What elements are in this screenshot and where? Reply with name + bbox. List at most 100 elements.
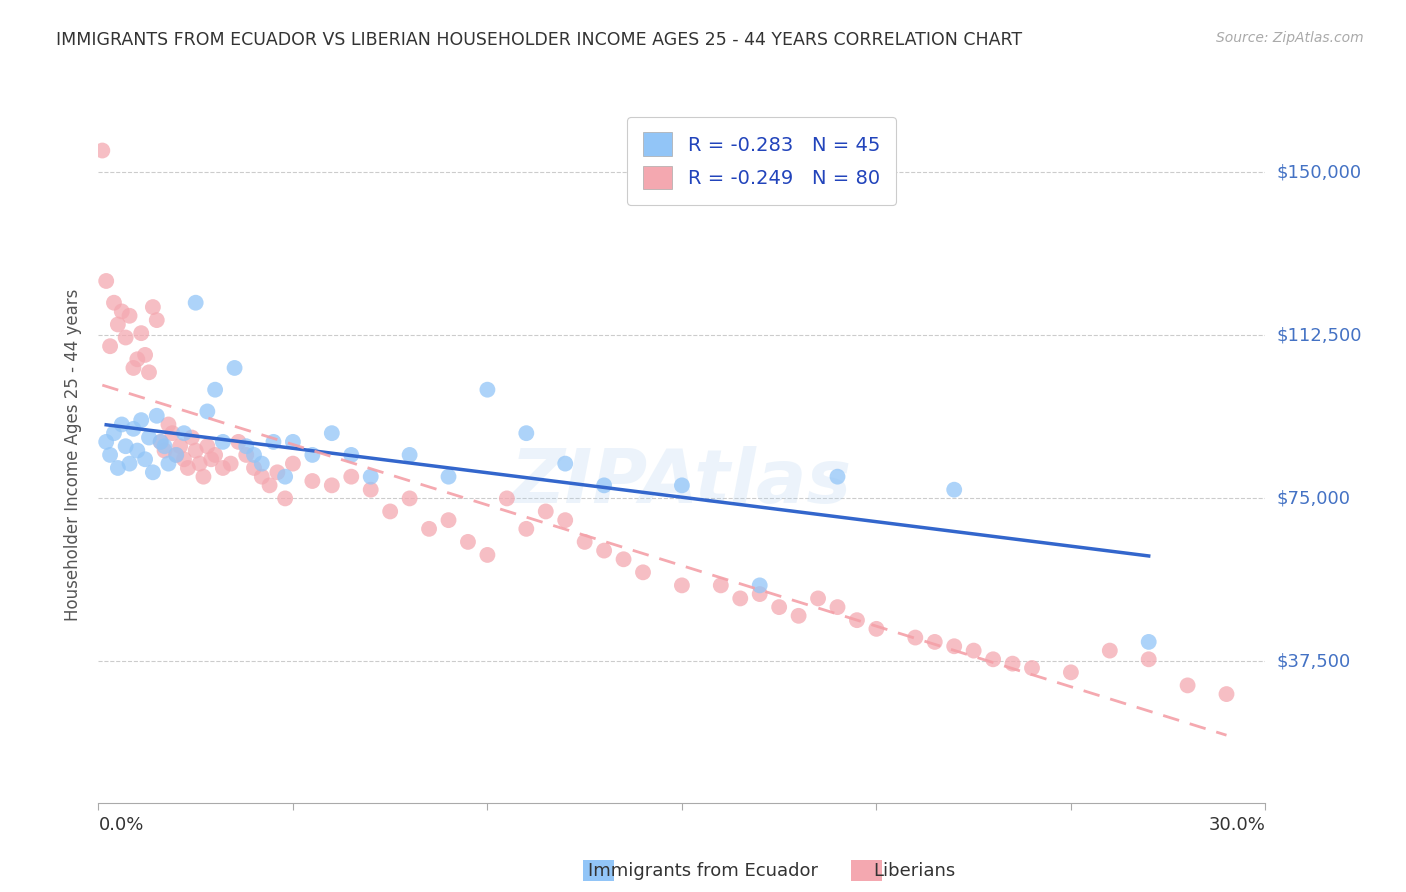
Point	[212, 461, 235, 475]
Point	[142, 466, 165, 480]
Point	[235, 439, 257, 453]
Point	[122, 361, 145, 376]
Point	[142, 300, 165, 314]
Point	[1001, 657, 1024, 671]
Point	[321, 426, 343, 441]
Point	[134, 348, 156, 362]
Point	[671, 478, 693, 492]
Point	[748, 578, 770, 592]
Point	[943, 639, 966, 653]
Point	[360, 483, 382, 497]
Point	[184, 295, 207, 310]
Point	[146, 409, 169, 423]
Point	[554, 457, 576, 471]
Point	[398, 448, 420, 462]
Point	[515, 426, 537, 441]
Text: $37,500: $37,500	[1277, 652, 1351, 671]
Point	[114, 330, 136, 344]
Point	[134, 452, 156, 467]
Point	[274, 469, 297, 483]
Point	[107, 461, 129, 475]
Point	[173, 426, 195, 441]
Point	[243, 448, 266, 462]
Point	[138, 365, 160, 379]
Point	[554, 513, 576, 527]
Point	[768, 600, 790, 615]
Point	[250, 469, 273, 483]
Point	[153, 443, 176, 458]
Point	[281, 434, 304, 449]
Point	[437, 513, 460, 527]
Point	[710, 578, 733, 592]
Point	[962, 643, 984, 657]
Point	[266, 466, 288, 480]
Point	[378, 504, 402, 518]
Point	[169, 439, 191, 453]
Point	[200, 452, 222, 467]
Point	[96, 434, 118, 449]
Point	[165, 448, 187, 462]
Legend: R = -0.283   N = 45, R = -0.249   N = 80: R = -0.283 N = 45, R = -0.249 N = 80	[627, 117, 896, 205]
Point	[127, 352, 149, 367]
Point	[981, 652, 1004, 666]
Point	[204, 448, 226, 462]
Point	[103, 426, 125, 441]
Point	[457, 534, 479, 549]
Point	[1021, 661, 1043, 675]
Point	[593, 543, 616, 558]
Point	[1215, 687, 1237, 701]
Point	[98, 339, 121, 353]
Point	[165, 448, 187, 462]
Text: Source: ZipAtlas.com: Source: ZipAtlas.com	[1216, 31, 1364, 45]
Point	[671, 578, 693, 592]
Point	[477, 383, 499, 397]
Point	[534, 504, 557, 518]
Point	[184, 443, 207, 458]
Point	[515, 522, 537, 536]
Point	[631, 566, 654, 580]
Point	[195, 439, 218, 453]
Point	[301, 474, 323, 488]
Text: $75,000: $75,000	[1277, 490, 1351, 508]
Point	[612, 552, 634, 566]
Point	[204, 383, 226, 397]
Point	[730, 591, 752, 606]
Point	[149, 434, 172, 449]
Point	[340, 448, 363, 462]
Point	[180, 430, 202, 444]
Point	[1177, 678, 1199, 692]
Point	[250, 457, 273, 471]
Point	[827, 469, 849, 483]
Point	[177, 461, 200, 475]
Point	[574, 534, 596, 549]
Point	[146, 313, 169, 327]
Point	[114, 439, 136, 453]
Point	[98, 448, 121, 462]
Point	[924, 635, 946, 649]
Point	[228, 434, 250, 449]
Point	[321, 478, 343, 492]
Point	[827, 600, 849, 615]
Point	[360, 469, 382, 483]
Point	[301, 448, 323, 462]
Text: 30.0%: 30.0%	[1209, 816, 1265, 834]
Point	[340, 469, 363, 483]
Point	[807, 591, 830, 606]
Point	[418, 522, 440, 536]
Point	[149, 434, 172, 449]
Point	[748, 587, 770, 601]
Point	[398, 491, 420, 506]
Point	[129, 413, 152, 427]
Point	[193, 469, 215, 483]
Point	[111, 304, 134, 318]
Point	[262, 434, 284, 449]
Point	[274, 491, 297, 506]
Point	[259, 478, 281, 492]
Point	[437, 469, 460, 483]
Point	[91, 144, 114, 158]
Point	[138, 430, 160, 444]
Point	[1098, 643, 1121, 657]
Text: Immigrants from Ecuador: Immigrants from Ecuador	[588, 862, 818, 880]
Point	[787, 608, 810, 623]
Text: $150,000: $150,000	[1277, 163, 1361, 181]
